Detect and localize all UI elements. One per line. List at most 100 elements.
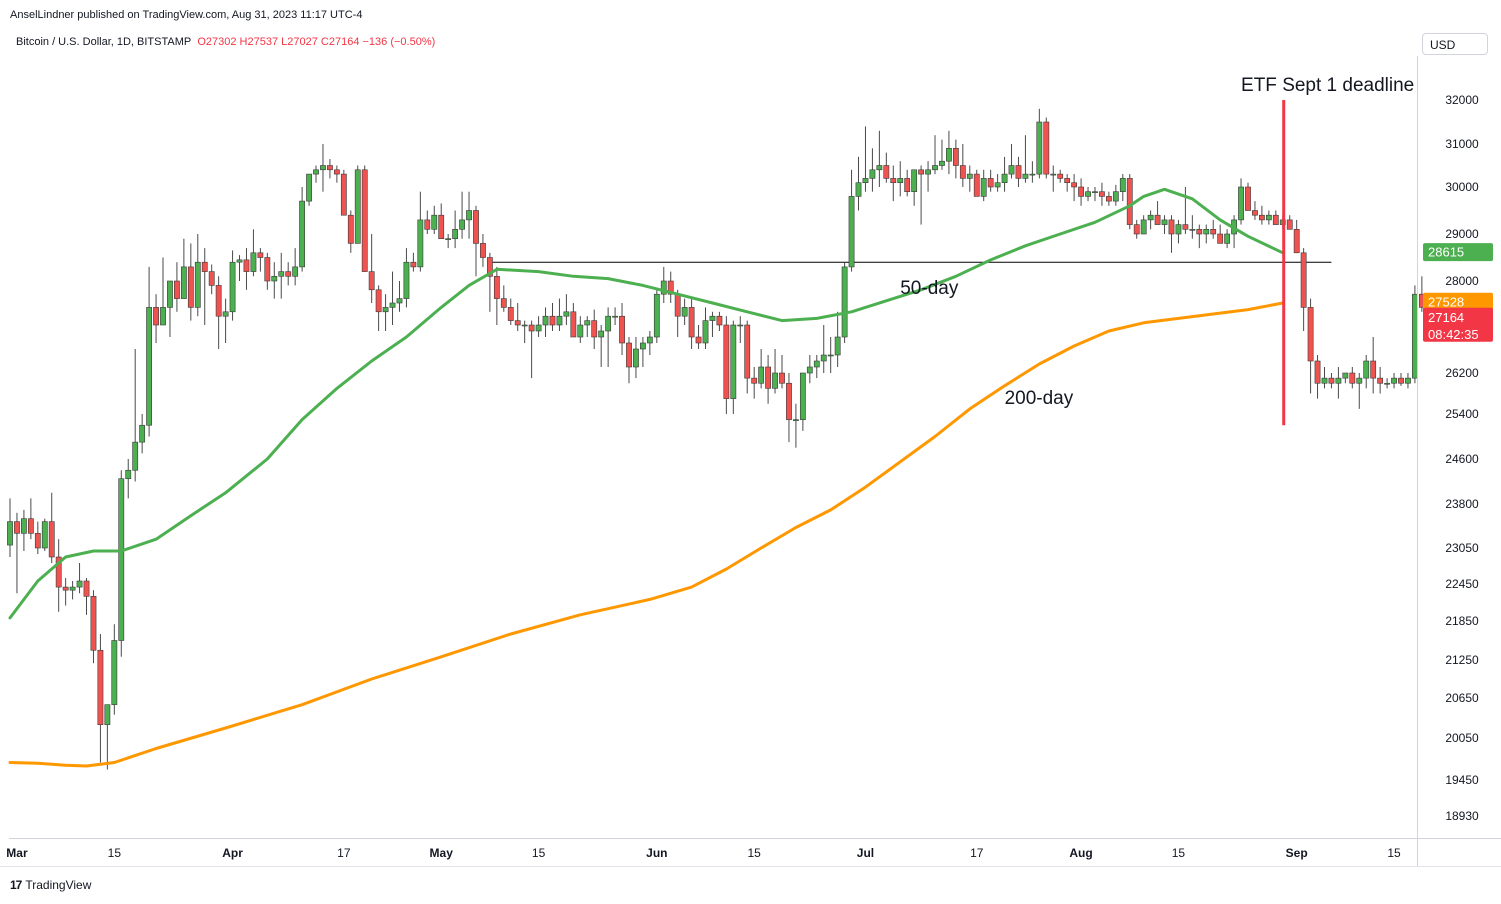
y-tick-label: 23800 bbox=[1445, 497, 1479, 511]
candle-body bbox=[876, 165, 883, 171]
candle bbox=[758, 349, 765, 389]
candle-body bbox=[980, 178, 987, 197]
candle bbox=[466, 191, 472, 239]
candle-body bbox=[855, 182, 862, 197]
candle-body bbox=[41, 521, 48, 549]
candle bbox=[716, 311, 723, 331]
candle bbox=[939, 139, 945, 170]
candle bbox=[285, 262, 292, 286]
candle bbox=[208, 264, 215, 295]
candle-body bbox=[320, 165, 326, 171]
candle-body bbox=[403, 261, 410, 299]
candle-body bbox=[208, 271, 215, 286]
candle bbox=[271, 262, 278, 299]
candle-body bbox=[459, 219, 465, 230]
candle-body bbox=[76, 580, 83, 588]
candle-body bbox=[125, 469, 132, 479]
candle-body bbox=[1342, 372, 1349, 379]
candle bbox=[1036, 108, 1043, 179]
candle bbox=[1363, 355, 1370, 389]
candle-body bbox=[716, 315, 723, 326]
candle bbox=[97, 634, 104, 763]
candle bbox=[236, 255, 243, 281]
x-tick-label: 15 bbox=[108, 846, 122, 860]
candle bbox=[1328, 373, 1335, 389]
candle-body bbox=[674, 293, 681, 317]
candle bbox=[918, 165, 925, 225]
candle-body bbox=[1036, 121, 1043, 175]
candle bbox=[480, 234, 486, 267]
candle-body bbox=[1189, 229, 1196, 231]
candle-body bbox=[723, 324, 730, 399]
candle-body bbox=[918, 169, 925, 175]
candle bbox=[396, 281, 403, 312]
candle bbox=[1217, 224, 1224, 244]
candle bbox=[486, 252, 493, 312]
candle-body bbox=[222, 311, 229, 317]
candle-body bbox=[1057, 173, 1064, 179]
candle-body bbox=[1335, 377, 1342, 384]
candle-body bbox=[1147, 214, 1154, 221]
candle-body bbox=[271, 275, 278, 282]
currency-button[interactable]: USD bbox=[1422, 33, 1488, 55]
y-tick-label: 19450 bbox=[1445, 773, 1479, 787]
candle-body bbox=[187, 266, 194, 308]
candle-body bbox=[1286, 219, 1293, 230]
y-tick-label: 20050 bbox=[1445, 731, 1479, 745]
candle bbox=[765, 355, 771, 404]
candle bbox=[459, 191, 465, 239]
candle bbox=[368, 234, 375, 303]
candle bbox=[1043, 117, 1050, 179]
tradingview-logo[interactable]: 17 TradingView bbox=[10, 878, 91, 892]
candle bbox=[994, 174, 1001, 192]
y-tick-label: 22450 bbox=[1445, 577, 1479, 591]
candle-body bbox=[1168, 219, 1175, 235]
candle bbox=[820, 325, 827, 373]
candle-body bbox=[1425, 311, 1432, 319]
candle bbox=[76, 563, 83, 594]
candle bbox=[278, 252, 285, 299]
candle-body bbox=[793, 419, 799, 421]
candle-body bbox=[292, 266, 299, 277]
candle bbox=[1071, 174, 1078, 202]
candle-body bbox=[201, 261, 208, 272]
symbol-title[interactable]: Bitcoin / U.S. Dollar, 1D, BITSTAMP bbox=[16, 36, 192, 48]
candle bbox=[1272, 210, 1279, 225]
candle-body bbox=[139, 424, 146, 443]
candle bbox=[1147, 210, 1154, 230]
candle bbox=[911, 169, 918, 206]
x-tick-label: 15 bbox=[1172, 846, 1186, 860]
candle bbox=[1112, 184, 1119, 206]
candle bbox=[1126, 174, 1133, 230]
y-tick-label: 18930 bbox=[1445, 809, 1479, 823]
candle bbox=[473, 205, 479, 277]
candle bbox=[292, 248, 299, 286]
candle bbox=[1175, 219, 1182, 244]
candle bbox=[1356, 373, 1363, 409]
candle-body bbox=[229, 261, 236, 313]
y-tick-label: 30000 bbox=[1445, 180, 1479, 194]
candle bbox=[104, 704, 111, 770]
candle-body bbox=[215, 285, 222, 317]
candle bbox=[1300, 248, 1307, 331]
candle bbox=[1022, 135, 1029, 183]
candle-body bbox=[772, 372, 778, 389]
candle bbox=[493, 266, 500, 325]
candle-body bbox=[619, 315, 625, 344]
x-tick-label: May bbox=[430, 846, 454, 860]
candle-body bbox=[925, 169, 931, 175]
candle-body bbox=[1300, 252, 1307, 308]
x-tick-label: Sep bbox=[1286, 846, 1308, 860]
ma-50-price-label-bg bbox=[1423, 243, 1493, 262]
candle-body bbox=[1133, 224, 1140, 235]
candle-body bbox=[577, 324, 584, 338]
candle-body bbox=[646, 336, 653, 344]
candle bbox=[132, 349, 139, 482]
candle bbox=[1189, 215, 1196, 239]
candle-body bbox=[709, 315, 716, 321]
candle-body bbox=[1231, 219, 1237, 235]
candle-body bbox=[354, 169, 361, 244]
candle-body bbox=[174, 280, 180, 299]
candle-body bbox=[34, 533, 41, 549]
